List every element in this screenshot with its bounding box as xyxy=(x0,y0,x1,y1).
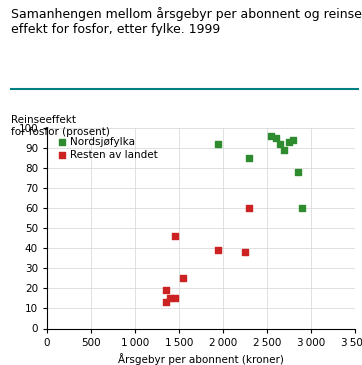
Resten av landet xyxy=(163,288,169,293)
Nordsjøfylka xyxy=(282,147,287,153)
Nordsjøfylka xyxy=(247,155,252,161)
Resten av landet xyxy=(242,249,248,255)
Nordsjøfylka xyxy=(299,205,305,211)
Resten av landet xyxy=(180,275,186,281)
Nordsjøfylka xyxy=(273,135,278,141)
Nordsjøfylka xyxy=(286,139,292,145)
Resten av landet xyxy=(216,247,222,253)
Resten av landet xyxy=(163,299,169,305)
Text: Reinseeffekt
for fosfor (prosent): Reinseeffekt for fosfor (prosent) xyxy=(11,115,110,137)
Nordsjøfylka xyxy=(295,169,300,175)
Resten av landet xyxy=(247,205,252,211)
Resten av landet xyxy=(167,296,173,301)
Legend: Nordsjøfylka, Resten av landet: Nordsjøfylka, Resten av landet xyxy=(58,137,157,160)
Resten av landet xyxy=(172,296,177,301)
Nordsjøfylka xyxy=(268,133,274,139)
Resten av landet xyxy=(172,233,177,239)
Nordsjøfylka xyxy=(277,141,283,147)
Nordsjøfylka xyxy=(290,137,296,143)
Nordsjøfylka xyxy=(216,141,222,147)
X-axis label: Årsgebyr per abonnent (kroner): Årsgebyr per abonnent (kroner) xyxy=(118,353,284,365)
Text: Samanhengen mellom årsgebyr per abonnent og reinse-
effekt for fosfor, etter fyl: Samanhengen mellom årsgebyr per abonnent… xyxy=(11,7,362,36)
